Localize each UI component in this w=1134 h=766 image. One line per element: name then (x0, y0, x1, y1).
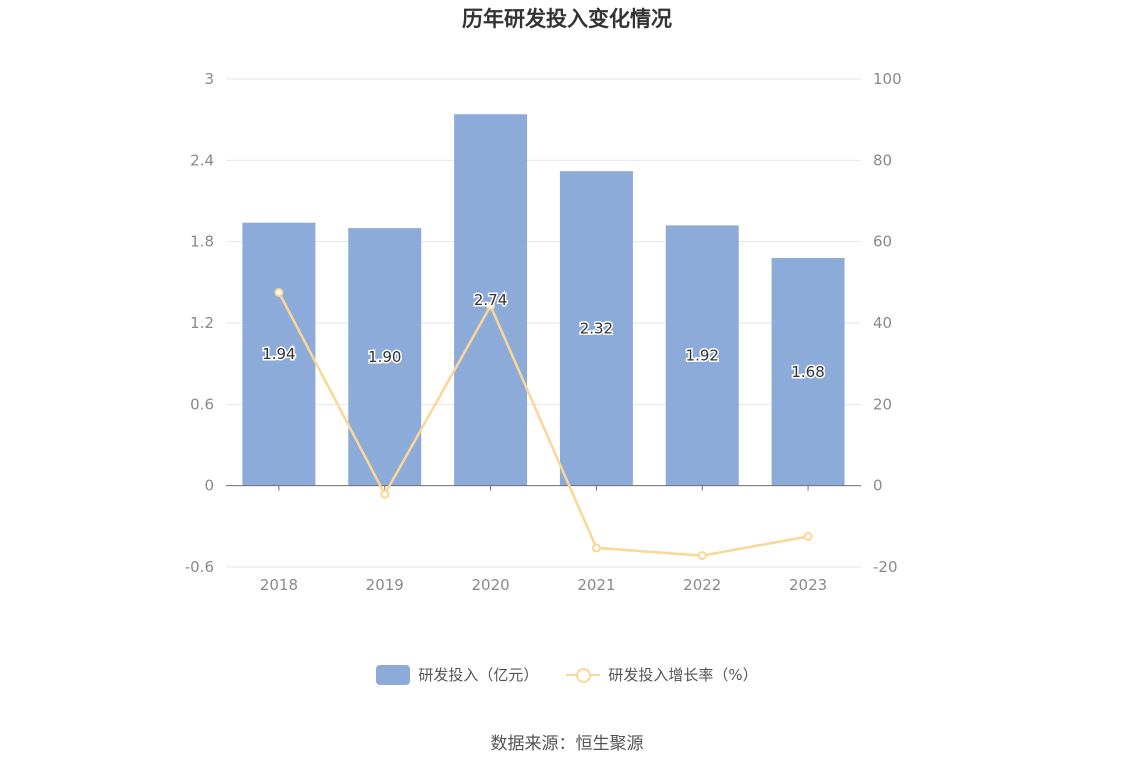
left-axis-ticks: 3 2.4 1.8 1.2 0.6 0 -0.6 (185, 70, 214, 576)
left-tick-label: 2.4 (190, 151, 214, 169)
x-tick-label-2020: 2020 (471, 576, 509, 594)
bar-label-2020: 2.74 (474, 291, 507, 309)
right-tick-label: 20 (873, 395, 892, 413)
right-tick-label: 80 (873, 151, 892, 169)
left-tick-label: 0 (204, 477, 214, 495)
bar-2020 (454, 114, 528, 486)
bar-series (242, 114, 845, 486)
legend: 研发投入（亿元） 研发投入增长率（%） (0, 664, 1134, 685)
legend-bar-swatch (376, 664, 411, 685)
right-tick-label: 0 (873, 477, 883, 495)
x-tick-label-2019: 2019 (366, 576, 404, 594)
chart-title: 历年研发投入变化情况 (462, 7, 672, 31)
bar-2023 (771, 257, 845, 486)
bar-2018 (242, 222, 316, 486)
legend-label-growth-rate: 研发投入增长率（%） (608, 666, 758, 684)
bar-label-2019: 1.90 (368, 348, 401, 366)
bar-label-2022: 1.92 (686, 347, 719, 365)
left-tick-label: 0.6 (190, 395, 214, 413)
bar-2022 (665, 225, 739, 486)
x-tick-label-2023: 2023 (789, 576, 827, 594)
x-tick-label-2022: 2022 (683, 576, 721, 594)
bar-2019 (348, 228, 422, 486)
growth-point-2021 (591, 543, 601, 553)
growth-point-2022 (697, 551, 707, 561)
bar-2021 (559, 171, 633, 486)
grid-lines (226, 78, 861, 568)
right-axis-ticks: 100 80 60 40 20 0 -20 (873, 70, 902, 576)
growth-line-series (274, 288, 813, 561)
x-axis-ticks: 2018 2019 2020 2021 2022 2023 (260, 485, 827, 594)
bar-label-2018: 1.94 (262, 345, 295, 363)
legend-label-rd-investment: 研发投入（亿元） (418, 666, 539, 684)
growth-point-2018 (274, 288, 284, 297)
legend-line-swatch (566, 665, 601, 685)
bar-label-2023: 1.68 (791, 363, 824, 381)
right-tick-label: 40 (873, 314, 892, 332)
source-note: 数据来源：恒生聚源 (490, 734, 644, 754)
left-tick-label: 1.2 (190, 314, 214, 332)
legend-item-growth-rate[interactable]: 研发投入增长率（%） (566, 664, 758, 685)
left-tick-label: 3 (204, 70, 214, 88)
bar-label-2021: 2.32 (580, 319, 613, 337)
growth-point-2023 (803, 532, 813, 541)
legend-item-rd-investment[interactable]: 研发投入（亿元） (376, 664, 538, 685)
growth-point-2019 (380, 489, 390, 499)
right-tick-label: 60 (873, 233, 892, 251)
x-tick-label-2018: 2018 (260, 576, 298, 594)
growth-point-2020 (486, 301, 496, 311)
growth-line (277, 291, 809, 557)
left-tick-label: 1.8 (190, 233, 214, 251)
bar-data-labels: 1.94 1.90 2.74 2.32 1.92 1.68 (261, 289, 827, 382)
right-tick-label: -20 (873, 558, 898, 576)
x-tick-label-2021: 2021 (577, 576, 615, 594)
right-tick-label: 100 (873, 70, 902, 88)
left-tick-label: -0.6 (185, 558, 214, 576)
